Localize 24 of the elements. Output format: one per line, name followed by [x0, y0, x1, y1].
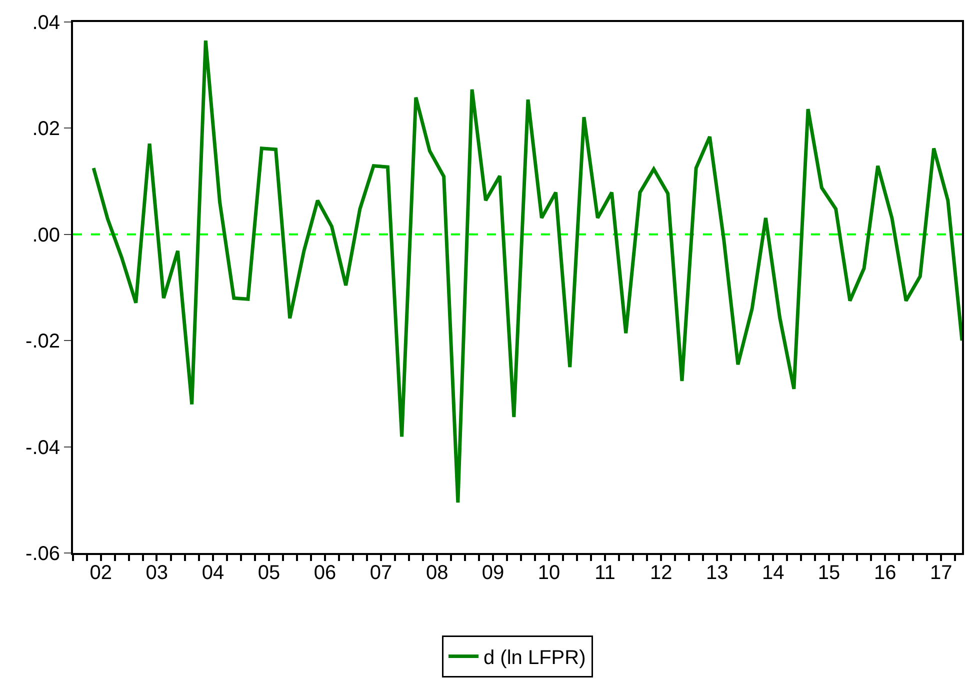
x-tick-label: 11 — [594, 562, 616, 584]
x-tick-label: 08 — [426, 562, 448, 584]
x-tick-label: 06 — [314, 562, 336, 584]
x-tick-label: 13 — [706, 562, 728, 584]
x-tick-label: 05 — [258, 562, 280, 584]
x-tick-label: 15 — [818, 562, 840, 584]
y-tick-label: -.02 — [26, 330, 60, 353]
x-tick-label: 12 — [650, 562, 672, 584]
x-tick-label: 04 — [202, 562, 224, 584]
x-tick-label: 02 — [90, 562, 112, 584]
y-tick-label: -.06 — [26, 543, 60, 565]
legend-label: d (ln LFPR) — [484, 647, 586, 670]
x-tick-label: 03 — [146, 562, 168, 584]
y-tick-label: -.04 — [26, 436, 60, 459]
x-tick-label: 09 — [482, 562, 504, 584]
x-tick-label: 07 — [370, 562, 392, 584]
x-tick-label: 14 — [762, 562, 784, 584]
x-tick-label: 16 — [874, 562, 896, 584]
y-tick-label: .00 — [32, 224, 60, 246]
x-tick-label: 10 — [538, 562, 560, 584]
x-tick-label: 17 — [930, 562, 952, 584]
line-series — [92, 38, 962, 504]
y-tick-label: .02 — [32, 118, 60, 140]
y-tick-label: .04 — [32, 12, 60, 34]
